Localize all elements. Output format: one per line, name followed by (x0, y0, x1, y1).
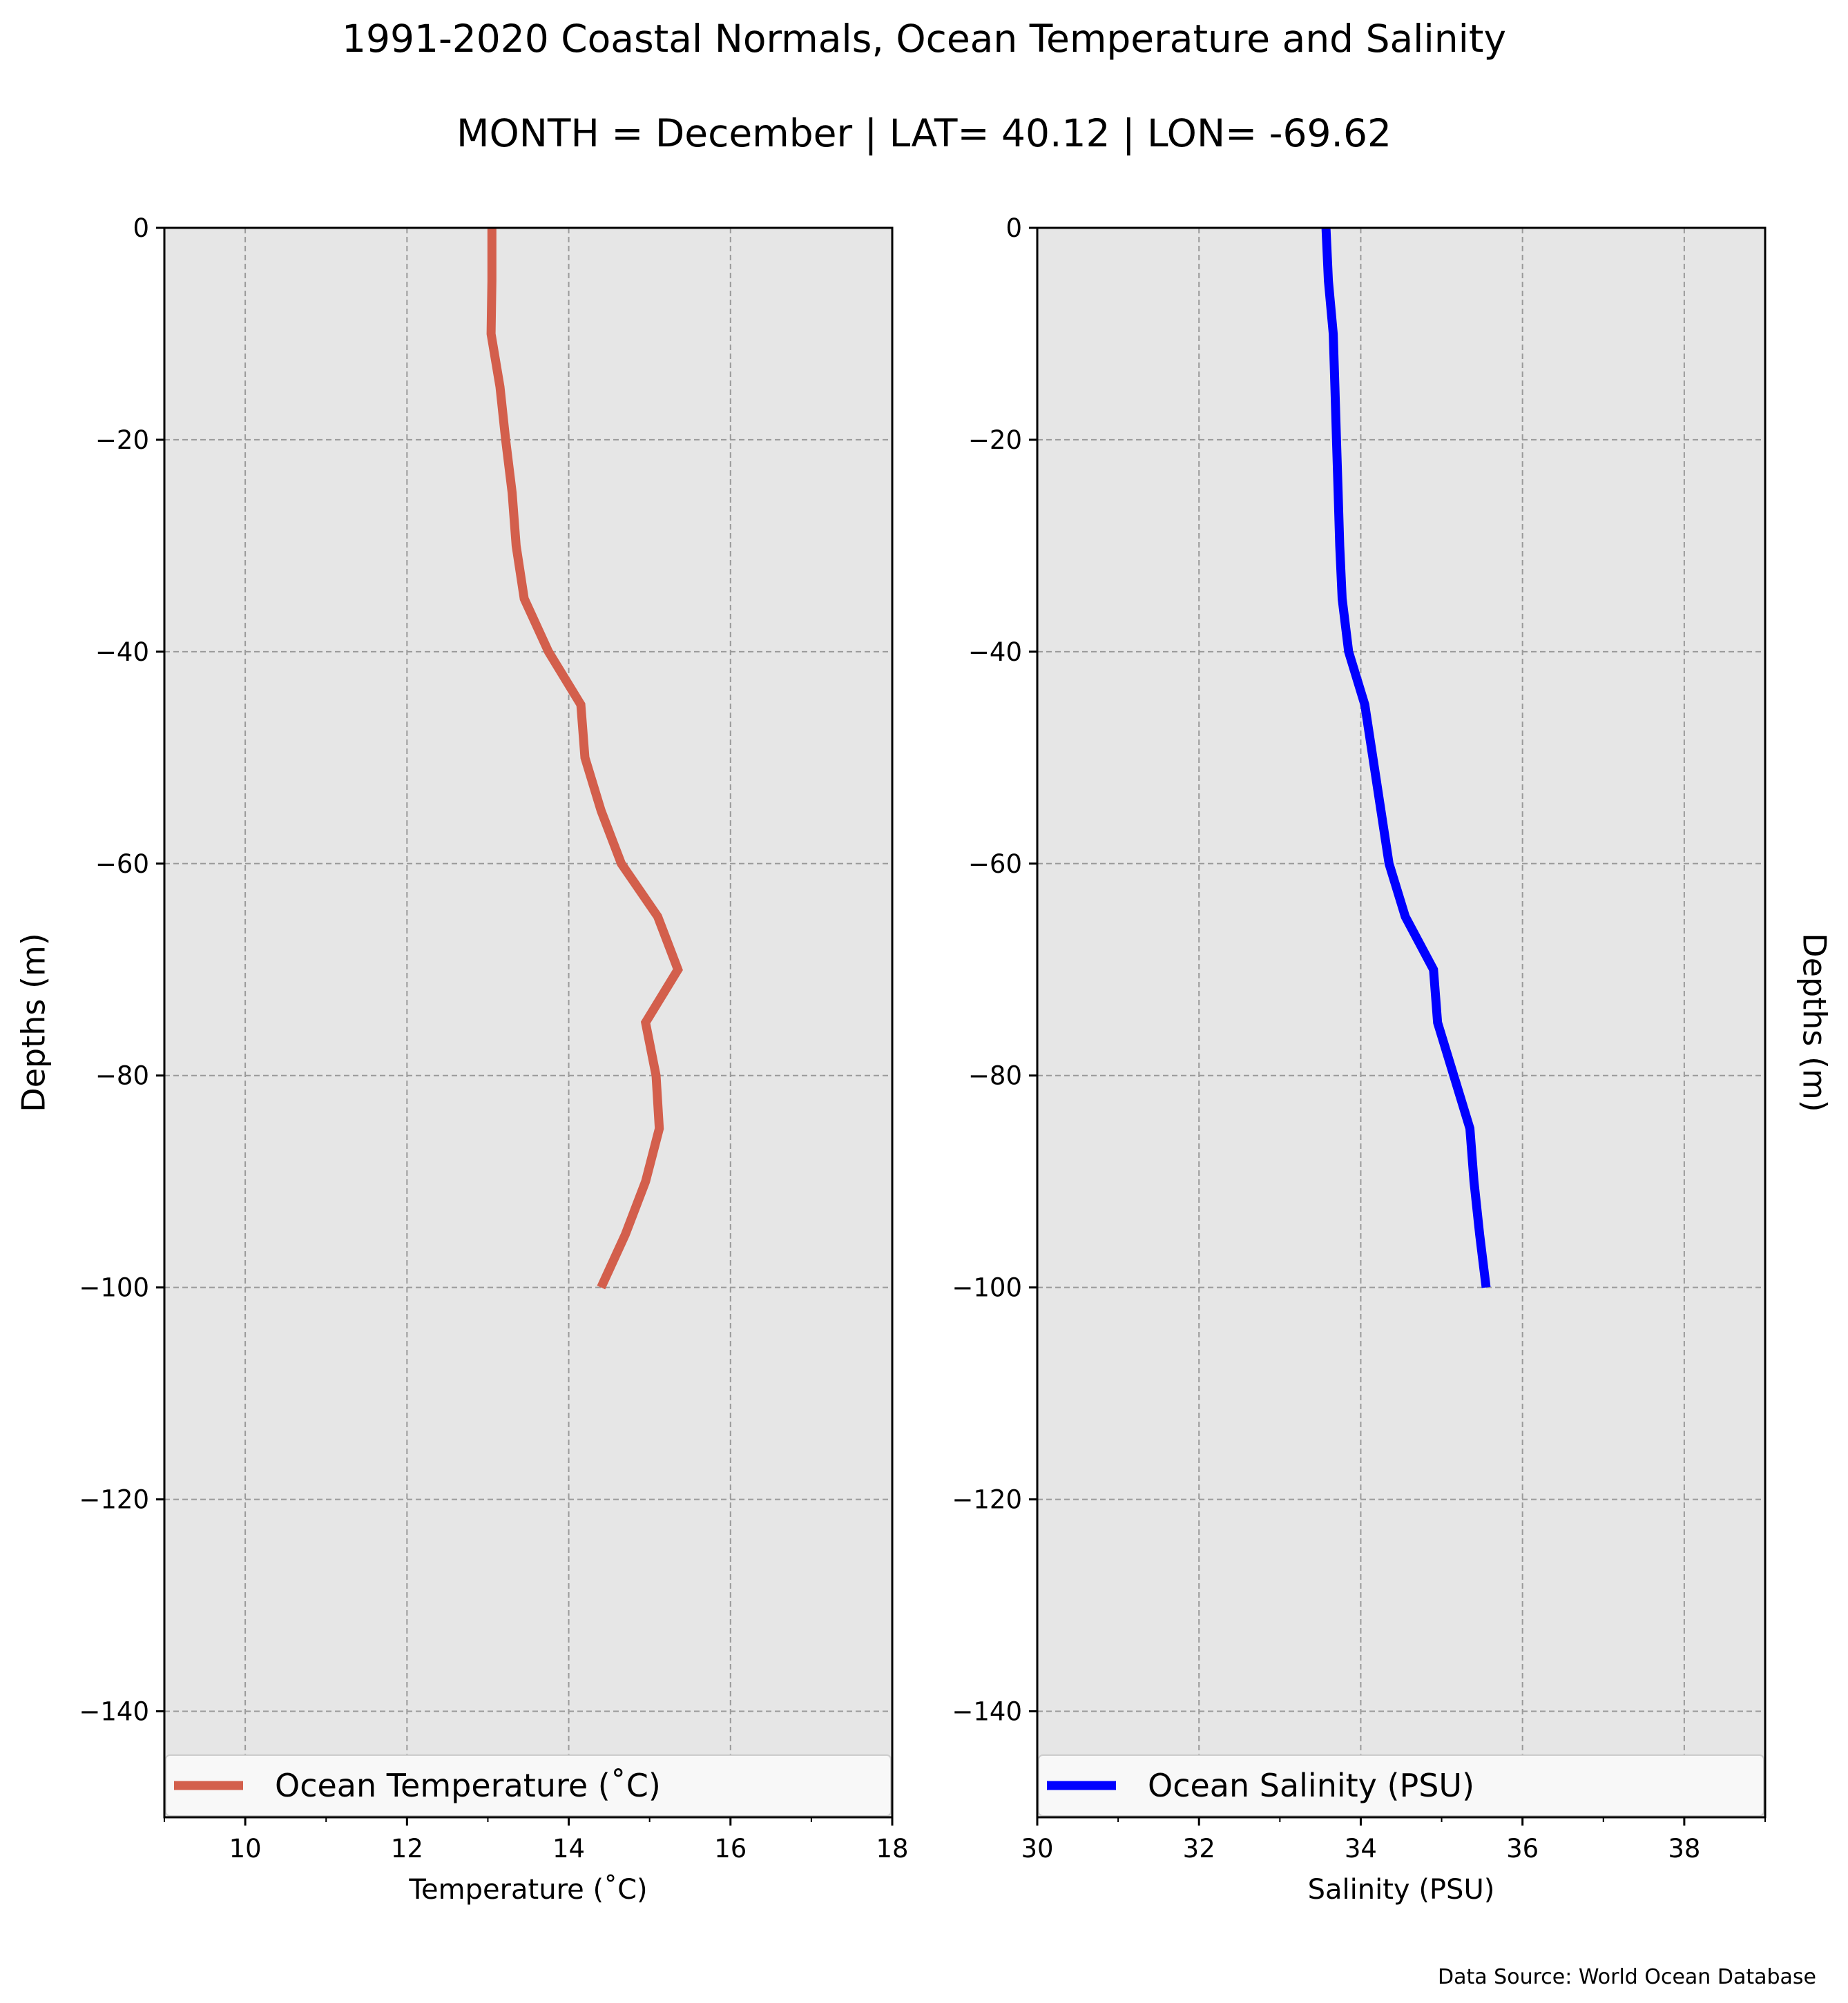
y-tick-label: −100 (952, 1273, 1022, 1303)
data-source-note: Data Source: World Ocean Database (1438, 1965, 1816, 1989)
y-tick-label: −100 (79, 1273, 149, 1303)
x-tick-label: 38 (1668, 1834, 1700, 1864)
y-tick-label: −120 (79, 1485, 149, 1515)
y-tick-label: −20 (968, 425, 1022, 455)
x-tick-label: 10 (229, 1834, 262, 1864)
salinity-panel: Ocean Salinity (PSU) 30 32 34 36 38 0 −20 −40 −60… (952, 213, 1833, 1906)
plot-background (1037, 228, 1765, 1817)
y-tick-label: −20 (95, 425, 149, 455)
legend-label: Ocean Salinity (PSU) (1148, 1767, 1474, 1804)
y-tick-label: −60 (968, 849, 1022, 879)
axes-frame (1036, 226, 1767, 1819)
series-line (1321, 227, 1491, 1288)
y-axis-label: Depths (m) (15, 933, 52, 1112)
series-line (486, 228, 683, 1290)
x-axis-label: Temperature (˚C) (408, 1874, 647, 1906)
x-tick-label: 18 (876, 1834, 908, 1864)
y-tick-label: −140 (952, 1697, 1022, 1727)
y-tick-label: −60 (95, 849, 149, 879)
y-tick-label: −120 (952, 1485, 1022, 1515)
y-tick-label: −40 (95, 637, 149, 667)
chart-subtitle: MONTH = December | LAT= 40.12 | LON= -69… (456, 111, 1392, 156)
x-tick-label: 30 (1021, 1834, 1053, 1864)
legend-label: Ocean Temperature (˚C) (275, 1767, 661, 1804)
axes-frame (163, 226, 894, 1819)
legend-box (1038, 1754, 1764, 1817)
x-tick-label: 34 (1345, 1834, 1377, 1864)
y-axis-label: Depths (m) (1796, 933, 1833, 1112)
temperature-panel: Ocean Temperature (˚C) 10 12 14 16 18 0 −20 −40 −… (15, 213, 909, 1906)
y-tick-label: 0 (1005, 213, 1022, 243)
chart-title: 1991-2020 Coastal Normals, Ocean Tempera… (342, 17, 1506, 61)
x-tick-label: 32 (1183, 1834, 1215, 1864)
y-tick-label: 0 (133, 213, 149, 243)
x-tick-label: 14 (552, 1834, 585, 1864)
x-axis-label: Salinity (PSU) (1308, 1874, 1495, 1906)
plot-background (164, 228, 892, 1817)
legend-box (165, 1754, 892, 1817)
y-tick-label: −140 (79, 1697, 149, 1727)
x-tick-label: 12 (391, 1834, 423, 1864)
x-tick-label: 16 (714, 1834, 747, 1864)
y-tick-label: −40 (968, 637, 1022, 667)
x-tick-label: 36 (1506, 1834, 1539, 1864)
y-tick-label: −80 (95, 1061, 149, 1091)
y-tick-label: −80 (968, 1061, 1022, 1091)
